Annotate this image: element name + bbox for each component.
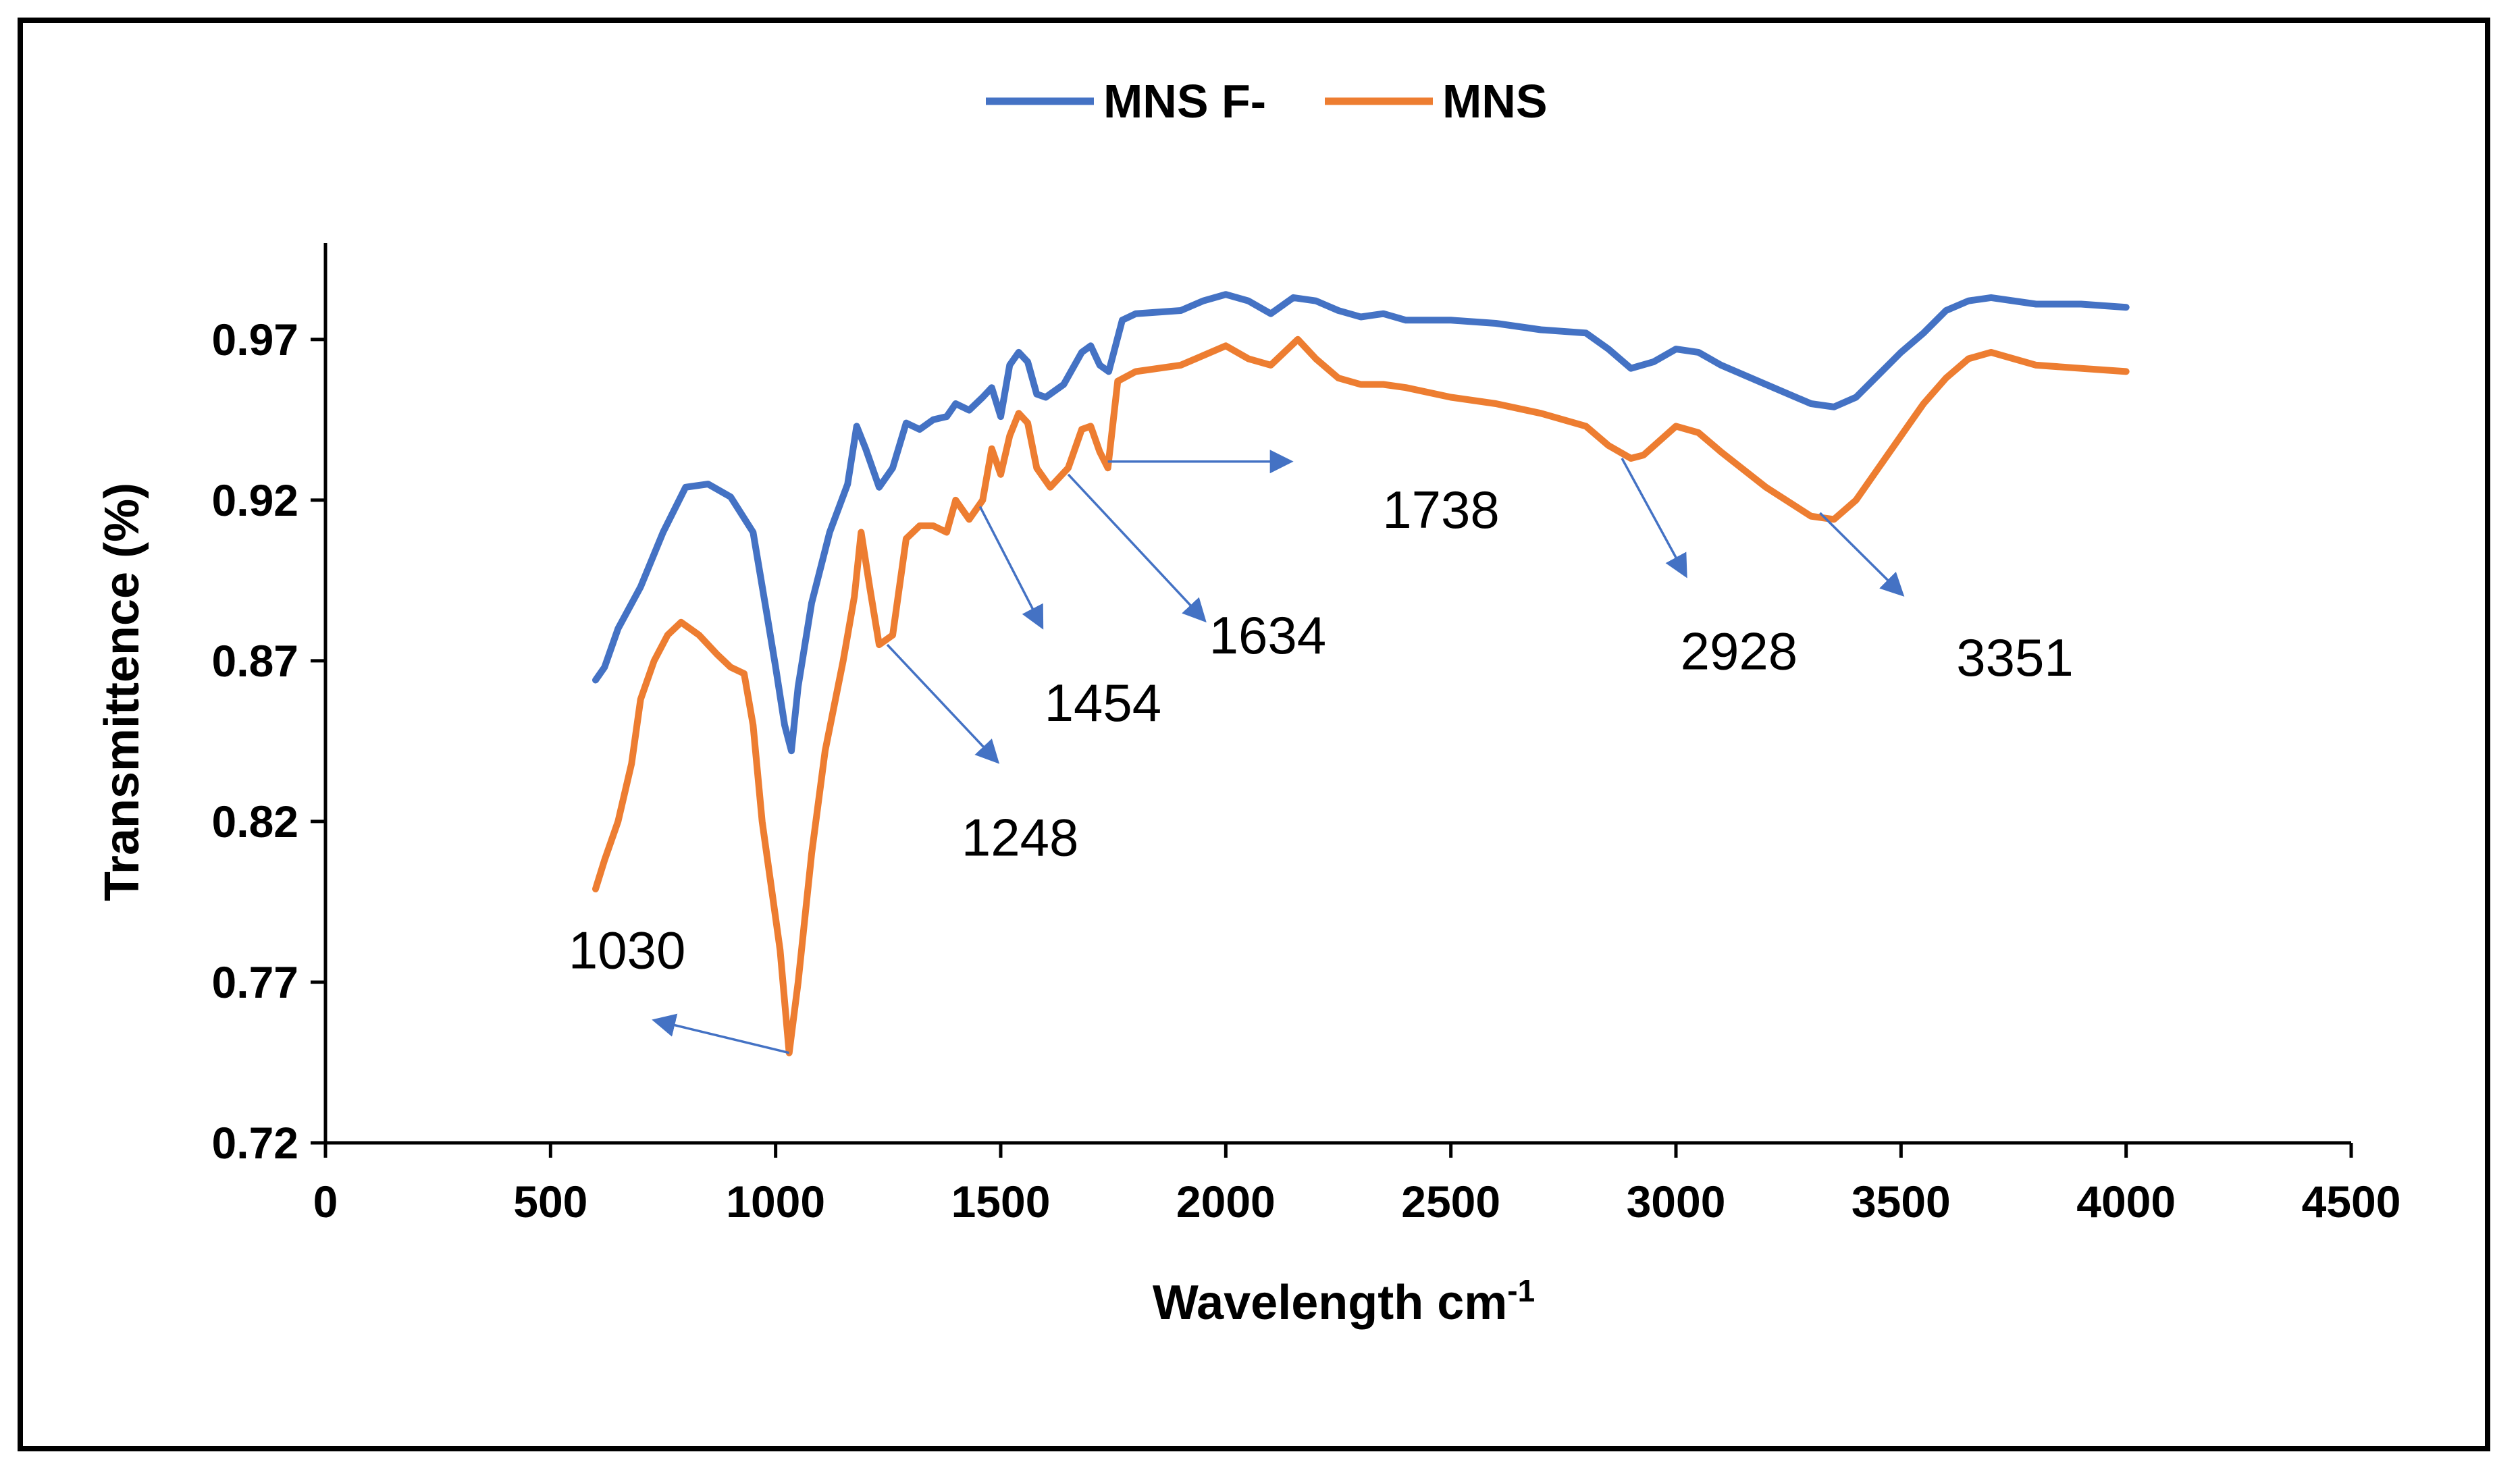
y-axis-title: Transmittence (%) — [95, 483, 149, 901]
x-tick-label: 3000 — [1627, 1177, 1726, 1227]
y-tick-label: 0.82 — [212, 797, 298, 847]
annotation-label-1248: 1248 — [962, 808, 1079, 867]
chart-frame — [18, 18, 2490, 1451]
annotation-label-1454: 1454 — [1045, 673, 1162, 732]
annotation-label-1738: 1738 — [1382, 480, 1500, 539]
y-tick-label: 0.97 — [212, 315, 298, 365]
annotation-arrow-2928 — [1621, 458, 1687, 579]
x-tick-label: 3500 — [1852, 1177, 1951, 1227]
annotation-label-1030: 1030 — [569, 920, 686, 979]
annotation-label-1634: 1634 — [1209, 606, 1327, 665]
y-tick-label: 0.72 — [212, 1118, 298, 1168]
x-tick-labels: 0 500 1000 1500 2000 2500 3000 3500 4000 4500 — [313, 1177, 2401, 1227]
annotation-arrow-1030 — [652, 1013, 790, 1054]
annotation-arrow-1248 — [886, 643, 1000, 764]
x-tick-label: 4000 — [2076, 1177, 2176, 1227]
x-tick-label: 2500 — [1401, 1177, 1500, 1227]
legend-label-mns-f: MNS F- — [1103, 75, 1266, 128]
y-tick-label: 0.77 — [212, 957, 298, 1007]
y-tick-labels: 0.72 0.77 0.82 0.87 0.92 0.97 — [212, 315, 298, 1168]
legend-label-mns: MNS — [1442, 75, 1548, 128]
x-tick-label: 0 — [313, 1177, 338, 1227]
annotation-label-2928: 2928 — [1681, 622, 1798, 681]
y-tick-label: 0.92 — [212, 475, 298, 525]
x-tick-label: 500 — [513, 1177, 587, 1227]
peak-annotations: 1030 1248 1454 1634 1738 2928 3351 — [569, 450, 2074, 1054]
x-tick-label: 4500 — [2302, 1177, 2401, 1227]
series-lines — [592, 291, 2130, 1056]
x-tick-label: 1000 — [726, 1177, 825, 1227]
x-tick-label: 2000 — [1176, 1177, 1276, 1227]
annotation-arrow-3351 — [1819, 512, 1905, 597]
x-axis-title-superscript: -1 — [1507, 1273, 1535, 1308]
annotation-label-3351: 3351 — [1956, 628, 2074, 687]
annotation-arrow-1634 — [1067, 473, 1207, 623]
legend: MNS F- MNS — [986, 75, 1548, 128]
annotation-arrow-1454 — [978, 506, 1044, 630]
axes — [311, 243, 2353, 1158]
x-axis-title-text: Wavelength cm — [1153, 1276, 1507, 1330]
x-axis-title: Wavelength cm-1 — [1153, 1273, 1535, 1330]
y-tick-label: 0.87 — [212, 636, 298, 686]
series-line-mns — [592, 335, 2130, 1056]
x-tick-label: 1500 — [951, 1177, 1051, 1227]
series-line-mns-f — [592, 291, 2130, 755]
